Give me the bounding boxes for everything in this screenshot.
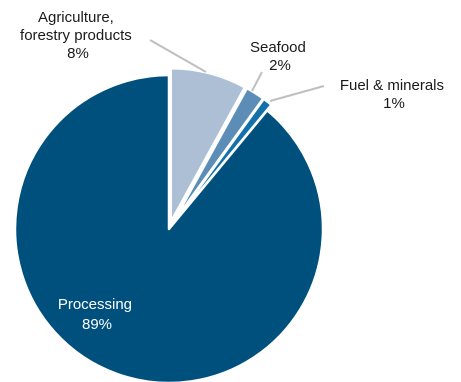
- label-fuel-minerals: Fuel & minerals 1%: [340, 77, 448, 112]
- label-seafood-value: 2%: [269, 57, 291, 74]
- label-agriculture: Agriculture, forestry products 8%: [20, 9, 136, 62]
- leader-agriculture: [149, 39, 207, 73]
- leader-seafood: [251, 71, 263, 92]
- label-fuel-minerals-value: 1%: [383, 95, 405, 112]
- label-agriculture-value: 8%: [67, 45, 89, 62]
- slice-agriculture: [169, 66, 247, 224]
- label-agriculture-line1: Agriculture,: [38, 9, 114, 26]
- label-fuel-minerals-line1: Fuel & minerals: [340, 77, 444, 94]
- label-processing-value: 89%: [82, 316, 112, 333]
- slice-processing: [13, 73, 325, 382]
- label-agriculture-line2: forestry products: [20, 27, 132, 44]
- slices-group: [13, 66, 325, 382]
- label-processing: Processing 89%: [58, 296, 136, 333]
- label-seafood-line1: Seafood: [250, 39, 306, 56]
- label-seafood: Seafood 2%: [250, 39, 310, 74]
- leader-fuel: [269, 85, 325, 102]
- leader-lines-group: [149, 39, 325, 102]
- label-processing-line1: Processing: [58, 296, 132, 313]
